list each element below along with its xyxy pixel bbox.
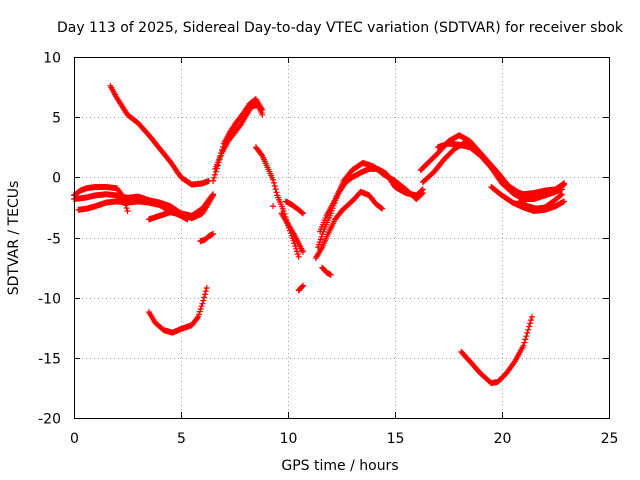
point-markers [278,210,306,255]
point-markers [458,313,535,387]
x-tick-label: 20 [494,431,512,447]
y-tick-label: 0 [52,171,61,187]
point-markers [197,230,217,245]
series-track-p [317,165,426,235]
series-track-d [145,192,217,223]
x-tick-label: 15 [387,431,405,447]
x-axis-title: GPS time / hours [281,458,398,474]
x-tick-label: 5 [177,431,186,447]
y-tick-label: -15 [38,352,61,368]
point-markers [145,285,210,336]
series-track-e [107,82,212,188]
grid-lines [74,57,609,418]
point-markers [212,102,266,172]
series-track-i [212,102,266,172]
x-tick-label: 0 [70,431,79,447]
series-track-n [295,282,306,294]
x-tick-label: 10 [280,431,298,447]
series-track-k [278,210,306,255]
series-track-q [312,188,386,261]
y-tick-label: 10 [43,51,61,67]
series-track-w [516,191,565,212]
y-tick-label: -10 [38,292,61,308]
point-markers [270,203,277,210]
plot-frame [74,57,610,419]
series-track-g [197,230,217,245]
series-track-r [319,264,334,278]
point-markers [145,192,217,223]
point-markers [107,82,212,188]
data-points [71,82,568,387]
point-markers [434,140,568,198]
y-tick-label: 5 [52,111,61,127]
axis-ticks [74,57,610,419]
point-markers [312,188,386,261]
series-track-l [282,198,306,217]
y-axis-tick-labels: -20 -15 -10 -5 0 5 10 [38,51,61,428]
point-markers [516,191,565,212]
series-track-j [252,144,302,260]
y-tick-label: -20 [38,412,61,428]
point-markers [317,165,426,235]
x-axis-tick-labels: 0 5 10 15 20 25 [70,431,618,447]
point-markers [319,264,334,278]
chart-title: Day 113 of 2025, Sidereal Day-to-day VTE… [57,20,624,36]
point-markers [252,144,302,260]
series-track-f [145,285,210,336]
series-track-m [270,203,277,210]
y-tick-label: -5 [47,232,61,248]
series-track-x [458,313,535,387]
y-axis-title: SDTVAR / TECUs [6,181,22,296]
series-track-u [434,140,568,198]
point-markers [295,282,306,294]
point-markers [282,198,306,217]
x-tick-label: 25 [601,431,619,447]
